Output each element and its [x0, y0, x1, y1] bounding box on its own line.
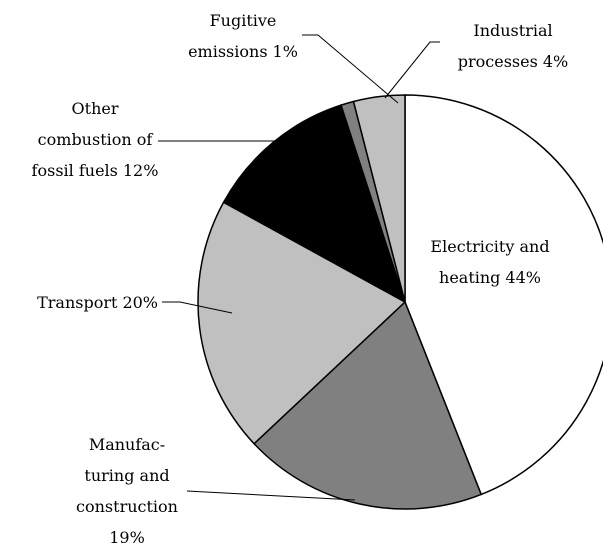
pie-slice	[352, 94, 406, 303]
label-line: Industrial	[473, 21, 552, 40]
label-line: heating	[439, 268, 500, 287]
category-label: Other combustion of fossil fuels	[32, 99, 154, 180]
category-label: Fugitive emissions	[188, 11, 276, 61]
category-label: Manufac-turing and construction	[76, 435, 178, 516]
label-line: processes	[458, 52, 538, 71]
value-label: 44%	[505, 268, 541, 287]
label-line: Transport	[37, 293, 118, 312]
value-label: 12%	[123, 161, 159, 180]
value-label: 4%	[543, 52, 568, 71]
leader-line	[186, 490, 356, 501]
data-label: Other combustion of fossil fuels 12%	[32, 99, 159, 180]
leader-line	[302, 34, 399, 104]
label-line: Fugitive	[210, 11, 277, 30]
label-line: combustion of	[38, 130, 154, 149]
label-line: Manufac-	[89, 435, 165, 454]
value-label: 20%	[122, 293, 158, 312]
label-line: Electricity and	[430, 237, 549, 256]
pie-slice	[222, 104, 407, 304]
data-label: Industrial processes 4%	[458, 21, 568, 71]
label-line: Other	[72, 99, 119, 118]
data-label: Transport 20%	[37, 293, 158, 312]
data-label: Electricity and heating 44%	[430, 237, 549, 287]
category-label: Industrial processes	[458, 21, 553, 71]
label-line: fossil fuels	[32, 161, 118, 180]
category-label: Transport	[37, 293, 118, 312]
value-label: 19%	[109, 528, 145, 547]
pie-slice	[253, 300, 483, 510]
pie-slice	[404, 94, 603, 496]
label-line: emissions	[188, 42, 267, 61]
data-label: Fugitive emissions 1%	[188, 11, 298, 61]
value-label: 1%	[273, 42, 298, 61]
leader-line	[162, 301, 233, 314]
leader-line	[384, 41, 440, 99]
category-label: Electricity and heating	[430, 237, 549, 287]
label-line: construction	[76, 497, 178, 516]
label-line: turing and	[84, 466, 169, 485]
data-label: Manufac-turing and construction 19%	[76, 435, 178, 547]
pie-slice	[197, 201, 407, 445]
